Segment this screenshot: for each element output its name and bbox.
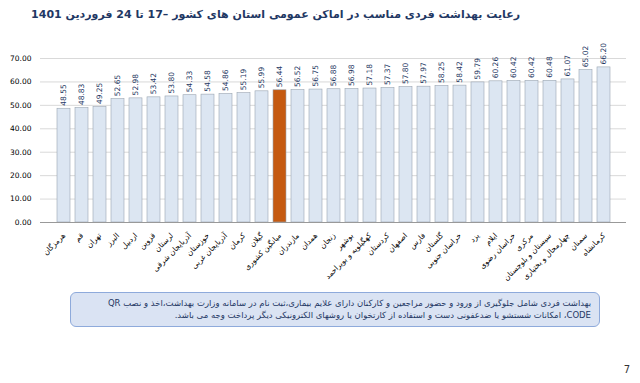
svg-text:55.99: 55.99	[257, 67, 266, 89]
svg-text:56.75: 56.75	[311, 65, 320, 87]
html-text:رعایت بهداشت فردی مناسب در اما: رعایت بهداشت فردی مناسب در اماکن عمومی ا…	[31, 8, 520, 21]
svg-text:53.80: 53.80	[167, 72, 176, 94]
svg-text:البرز: البرز	[104, 231, 121, 248]
svg-text:54.86: 54.86	[221, 69, 230, 91]
svg-text:قم: قم	[73, 231, 86, 244]
svg-text:گلستان: گلستان	[422, 231, 446, 254]
svg-text:40.00: 40.00	[10, 124, 32, 133]
svg-text:54.33: 54.33	[185, 71, 194, 93]
svg-text:خراسان جنوبی: خراسان جنوبی	[424, 231, 463, 270]
svg-text:53.42: 53.42	[149, 73, 158, 95]
svg-text:20.00: 20.00	[10, 171, 32, 180]
svg-text:60.42: 60.42	[527, 56, 536, 78]
svg-text:خراسان رضوی: خراسان رضوی	[477, 231, 517, 271]
svg-text:کرمانشاه: کرمانشاه	[580, 231, 607, 258]
svg-text:52.65: 52.65	[113, 74, 122, 96]
svg-text:آذربایجان غربی: آذربایجان غربی	[189, 230, 230, 271]
svg-text:58.25: 58.25	[437, 61, 446, 83]
svg-text:زنجان: زنجان	[318, 231, 338, 251]
svg-text:61.07: 61.07	[563, 55, 572, 77]
svg-text:گیلان: گیلان	[247, 231, 266, 249]
svg-text:کردستان: کردستان	[365, 231, 391, 257]
svg-text:48.83: 48.83	[77, 83, 86, 105]
svg-text:0.00: 0.00	[15, 218, 32, 227]
svg-text:60.00: 60.00	[10, 77, 32, 86]
svg-text:55.19: 55.19	[239, 68, 248, 90]
html-text:بهداشت فردی شامل جلوگیری از ور: بهداشت فردی شامل جلوگیری از ورود و حضور …	[107, 298, 591, 321]
svg-text:60.48: 60.48	[545, 56, 554, 78]
svg-text:میانگین کشوری: میانگین کشوری	[242, 231, 284, 272]
svg-text:سمنان: سمنان	[568, 231, 590, 253]
svg-text:همدان: همدان	[299, 231, 319, 251]
svg-text:کرمان: کرمان	[227, 231, 247, 251]
svg-text:قزوین: قزوین	[137, 231, 158, 251]
svg-text:66.20: 66.20	[599, 43, 608, 65]
svg-text:لرستان: لرستان	[152, 231, 176, 254]
svg-text:60.26: 60.26	[491, 57, 500, 79]
svg-text:هرمزگان: هرمزگان	[41, 231, 67, 257]
svg-text:59.79: 59.79	[473, 58, 482, 80]
svg-text:70.00: 70.00	[10, 54, 32, 63]
svg-text:خوزستان: خوزستان	[184, 231, 212, 258]
svg-text:چهارمحال و بختیاری: چهارمحال و بختیاری	[521, 231, 572, 282]
svg-text:57.37: 57.37	[383, 63, 392, 85]
svg-text:30.00: 30.00	[10, 148, 32, 157]
svg-text:57.80: 57.80	[401, 62, 410, 84]
svg-text:57.97: 57.97	[419, 62, 428, 84]
svg-text:اصفهان: اصفهان	[386, 231, 409, 254]
svg-text:سیستان و بلوچستان: سیستان و بلوچستان	[501, 231, 554, 283]
svg-text:بوشهر: بوشهر	[334, 231, 356, 252]
svg-text:اردبیل: اردبیل	[119, 231, 139, 251]
svg-text:56.44: 56.44	[275, 66, 284, 88]
svg-text:58.42: 58.42	[455, 61, 464, 83]
svg-text:56.98: 56.98	[347, 64, 356, 86]
svg-text:مازندران: مازندران	[276, 231, 302, 257]
svg-text:کهگیلویه و بویراحمد: کهگیلویه و بویراحمد	[323, 231, 373, 281]
svg-text:56.52: 56.52	[293, 65, 302, 87]
svg-text:60.42: 60.42	[509, 56, 518, 78]
svg-text:48.55: 48.55	[59, 84, 68, 106]
html-text:7: 7	[623, 364, 630, 375]
svg-text:49.25: 49.25	[95, 82, 104, 104]
svg-text:57.18: 57.18	[365, 64, 374, 86]
svg-text:56.88: 56.88	[329, 65, 338, 87]
svg-text:52.98: 52.98	[131, 74, 140, 96]
svg-text:یزد: یزد	[468, 231, 481, 244]
svg-text:ایلام: ایلام	[483, 231, 500, 247]
svg-text:مرکزی: مرکزی	[513, 231, 536, 253]
svg-text:65.02: 65.02	[581, 45, 590, 67]
svg-text:54.58: 54.58	[203, 70, 212, 92]
svg-text:فارس: فارس	[407, 231, 428, 251]
svg-text:تهران: تهران	[85, 231, 104, 250]
svg-text:10.00: 10.00	[10, 194, 32, 203]
svg-text:آذربایجان شرقی: آذربایجان شرقی	[150, 231, 194, 274]
svg-text:50.00: 50.00	[10, 101, 32, 110]
